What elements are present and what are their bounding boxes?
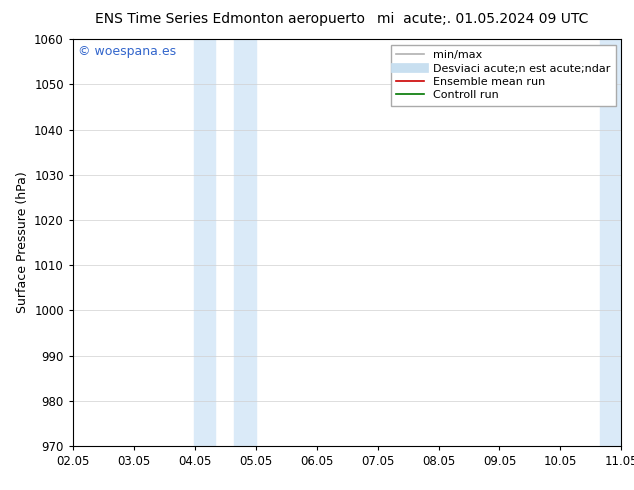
Bar bbox=[600, 39, 621, 446]
Bar bbox=[235, 39, 256, 446]
Legend: min/max, Desviaci acute;n est acute;ndar, Ensemble mean run, Controll run: min/max, Desviaci acute;n est acute;ndar… bbox=[391, 45, 616, 106]
Bar bbox=[193, 39, 215, 446]
Text: ENS Time Series Edmonton aeropuerto: ENS Time Series Edmonton aeropuerto bbox=[95, 12, 365, 26]
Y-axis label: Surface Pressure (hPa): Surface Pressure (hPa) bbox=[16, 172, 29, 314]
Text: mi  acute;. 01.05.2024 09 UTC: mi acute;. 01.05.2024 09 UTC bbox=[377, 12, 588, 26]
Text: © woespana.es: © woespana.es bbox=[79, 45, 176, 58]
